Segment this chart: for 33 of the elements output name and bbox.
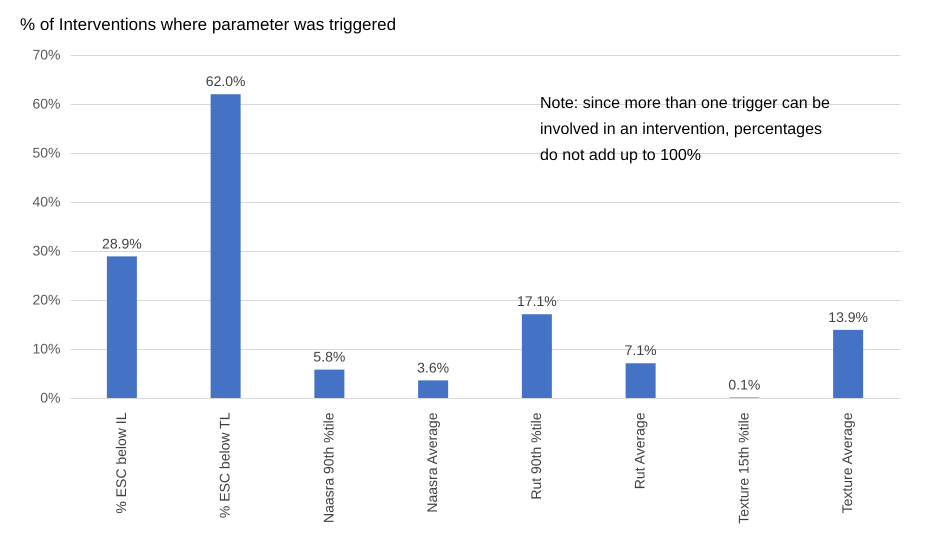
annotation: Note: since more than one trigger can be involved in an intervention, percentages do not add up to 100%	[540, 95, 830, 164]
bar	[833, 330, 864, 398]
x-tick-label: Naasra Average	[424, 412, 440, 513]
data-label: 3.6%	[417, 359, 450, 376]
x-tick-label: % ESC below TL	[216, 412, 233, 518]
data-label: 13.9%	[828, 308, 868, 325]
bar	[418, 380, 448, 398]
bar	[210, 94, 241, 398]
x-tick-label: Naasra 90th %tile	[320, 412, 336, 524]
x-tick-label: Texture Average	[839, 412, 856, 514]
x-tick-label: % ESC below IL	[112, 412, 129, 514]
data-label: 7.1%	[624, 342, 657, 358]
x-tick-label: Rut 90th %tile	[528, 412, 544, 500]
data-label: 5.8%	[313, 348, 346, 365]
y-tick-label: 60%	[32, 96, 60, 112]
data-label: 17.1%	[517, 293, 557, 310]
data-label: 0.1%	[728, 376, 760, 393]
y-tick-label: 0%	[40, 390, 60, 406]
bar	[626, 363, 656, 398]
bar	[314, 370, 344, 398]
data-label: 28.9%	[102, 235, 142, 252]
x-tick-label: Rut Average	[632, 412, 648, 490]
y-tick-label: 30%	[32, 242, 60, 258]
y-tick-label: 10%	[32, 340, 60, 356]
y-tick-label: 40%	[32, 194, 60, 210]
bar	[522, 314, 552, 398]
chart-title: % of Interventions where parameter was triggered	[20, 15, 396, 34]
data-label: 62.0%	[206, 73, 246, 90]
y-tick-label: 70%	[32, 46, 60, 62]
x-tick-label: Texture 15th %tile	[735, 412, 752, 524]
bar	[106, 256, 137, 398]
y-tick-label: 50%	[32, 144, 60, 160]
y-tick-label: 20%	[32, 292, 60, 308]
